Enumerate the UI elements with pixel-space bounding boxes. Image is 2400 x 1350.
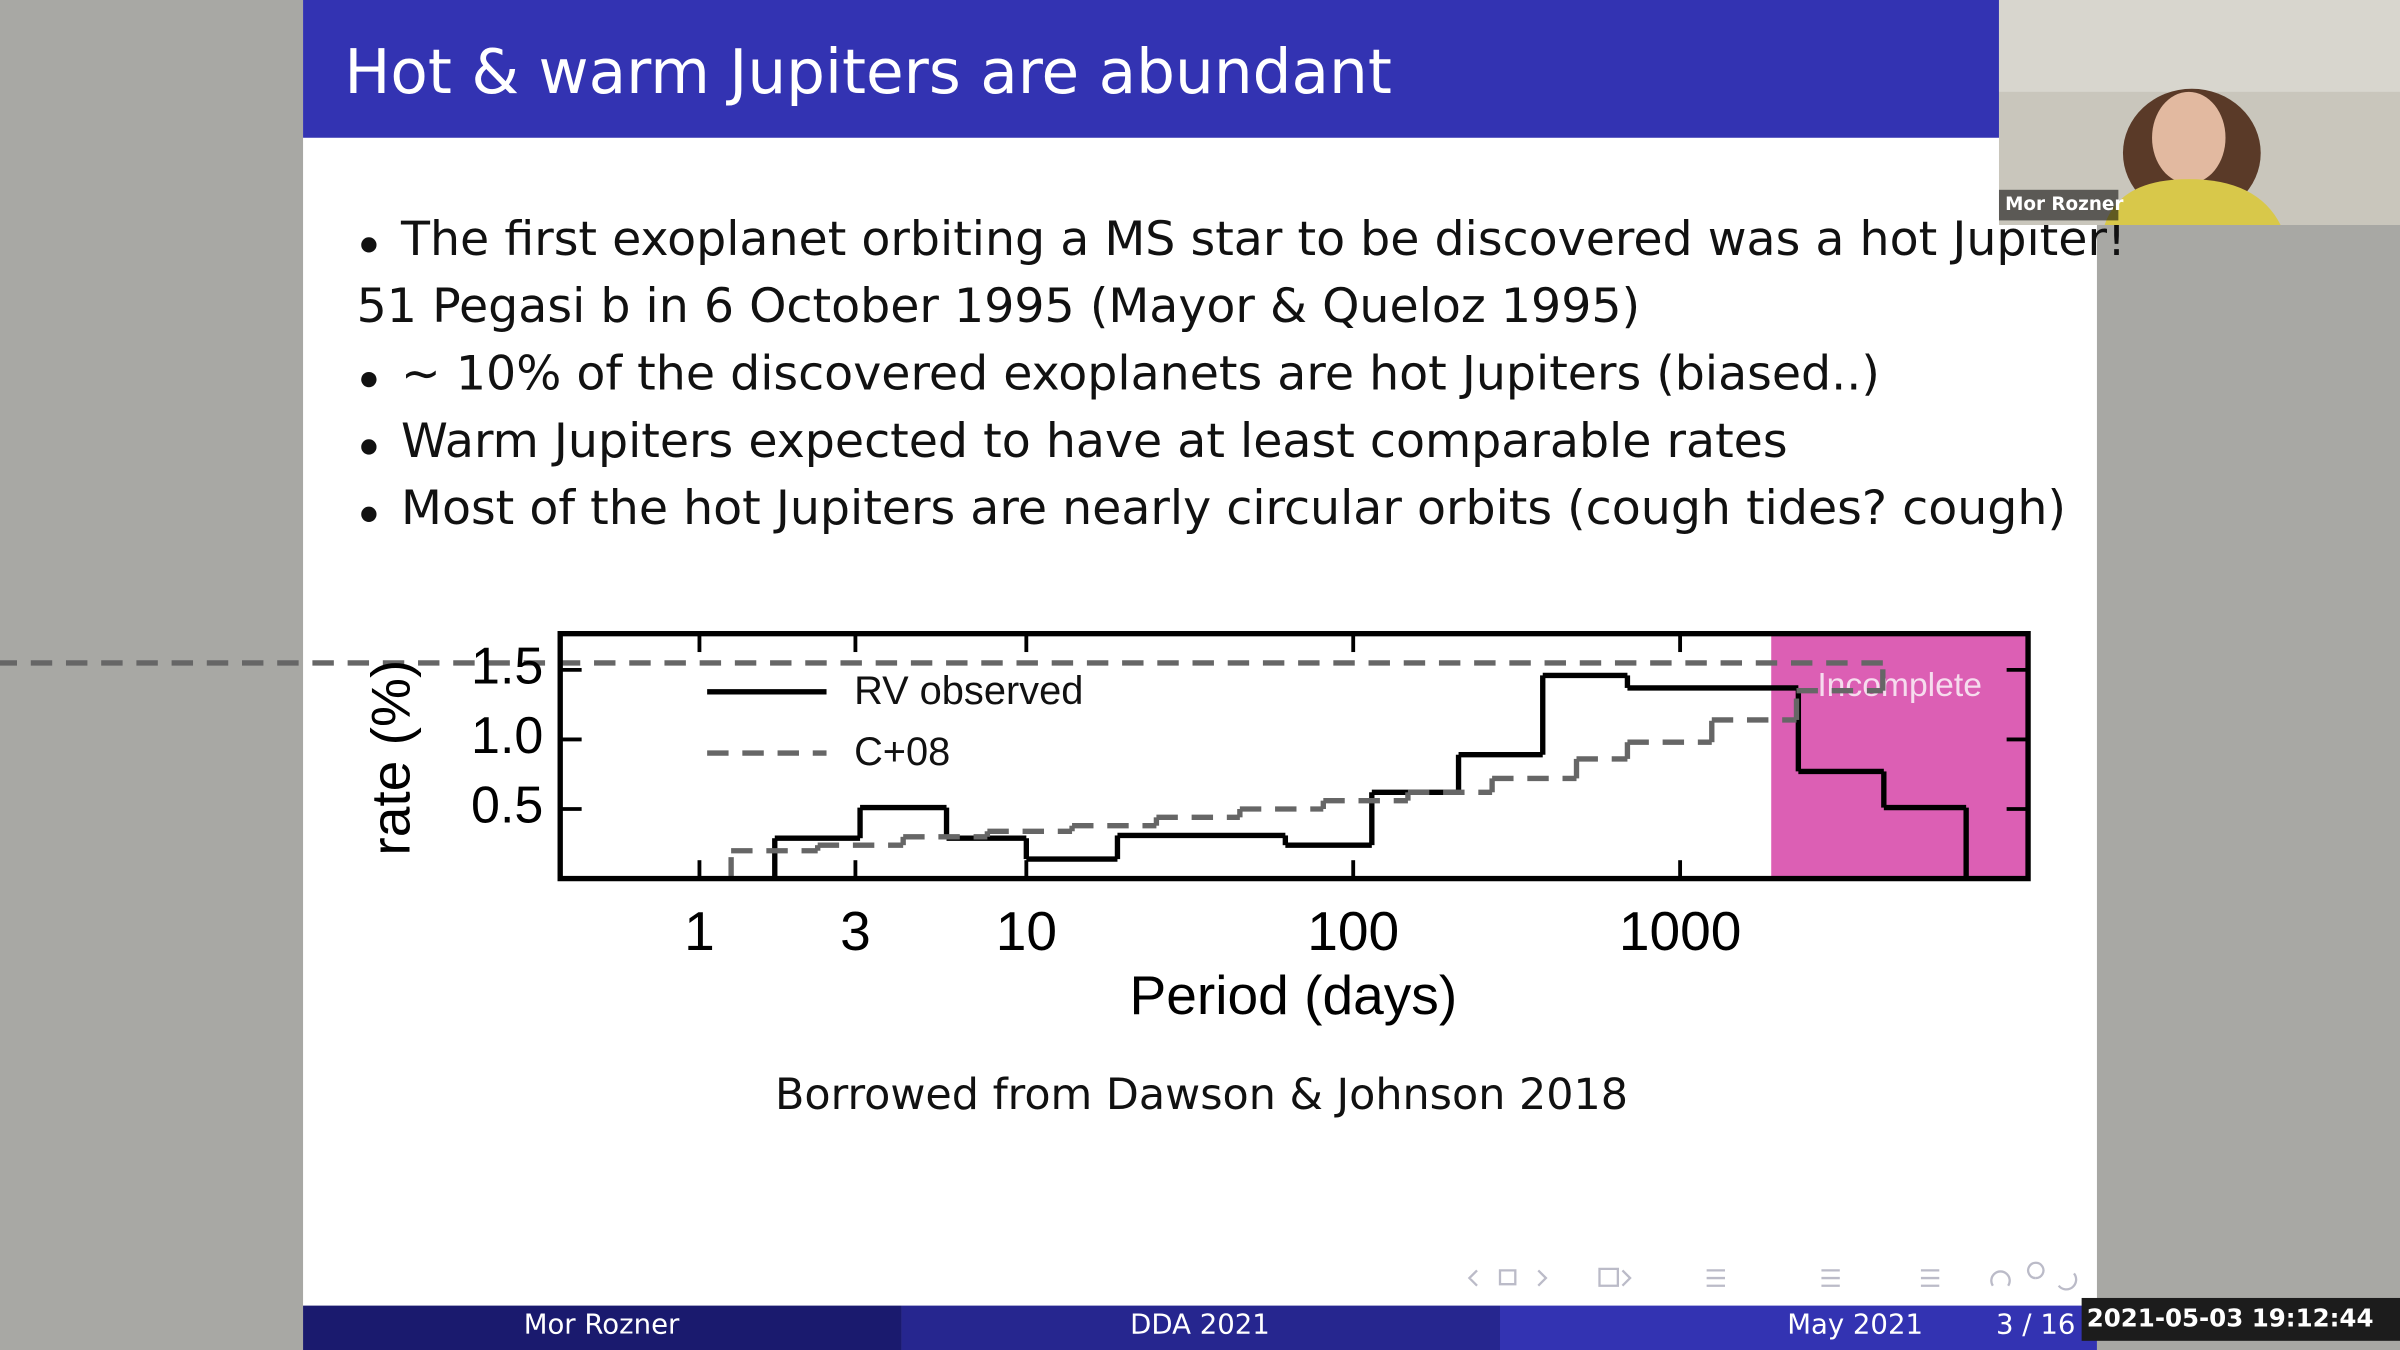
timestamp-box	[2081, 1297, 2400, 1341]
footer-page: 3 / 16	[1996, 1309, 2075, 1341]
x-tick-label: 1000	[1619, 900, 1742, 962]
footer-author: Mor Rozner	[524, 1309, 680, 1341]
y-tick-label: 0.5	[471, 777, 543, 835]
participant-name: Mor Rozner	[2005, 194, 2123, 215]
nav-icons	[1467, 1261, 2078, 1291]
bullet	[361, 237, 377, 253]
bullet	[361, 371, 377, 388]
legend-label: C+08	[854, 730, 950, 774]
x-tick-label: 1	[684, 900, 715, 962]
x-tick-label: 100	[1307, 900, 1399, 962]
bullet-text: 51 Pegasi b in 6 October 1995 (Mayor & Q…	[357, 279, 1640, 334]
region-label: Incomplete	[1817, 667, 1982, 704]
footer-date: May 2021	[1787, 1309, 1923, 1341]
y-axis-label: rate (%)	[359, 660, 421, 856]
caption: Borrowed from Dawson & Johnson 2018	[775, 1070, 1628, 1120]
bullet-list: The first exoplanet orbiting a MS star t…	[357, 212, 2126, 536]
chart: Incomplete RV observed C+08 1 3 10 100 1000 0.5 1…	[0, 630, 2031, 1026]
footer-event: DDA 2021	[1130, 1309, 1270, 1341]
x-tick-label: 3	[840, 900, 871, 962]
title-bar	[303, 0, 1999, 138]
x-axis-label: Period (days)	[1130, 964, 1458, 1026]
footer-left	[303, 1305, 902, 1350]
slide-title: Hot & warm Jupiters are abundant	[344, 37, 1391, 108]
incomplete-region	[1771, 633, 2029, 879]
bullet-text: Most of the hot Jupiters are nearly circ…	[401, 481, 2066, 536]
footer-middle	[901, 1305, 1500, 1350]
plot-frame	[557, 630, 2031, 882]
x-tick-label: 10	[996, 900, 1057, 962]
timestamp: 2021-05-03 19:12:44	[2087, 1303, 2374, 1332]
bullet-text: Warm Jupiters expected to have at least …	[401, 414, 1788, 469]
legend-label: RV observed	[854, 669, 1083, 713]
bullet-text: ∼ 10% of the discovered exoplanets are h…	[401, 347, 1880, 402]
bullet-text: The first exoplanet orbiting a MS star t…	[400, 212, 2126, 267]
y-tick-label: 1.0	[471, 707, 543, 765]
bullet	[361, 506, 377, 522]
y-tick-label: 1.5	[471, 638, 543, 696]
footer-right	[1500, 1305, 2097, 1350]
video-tile: Mor Rozner	[1998, 0, 2400, 225]
bullet	[361, 439, 377, 455]
